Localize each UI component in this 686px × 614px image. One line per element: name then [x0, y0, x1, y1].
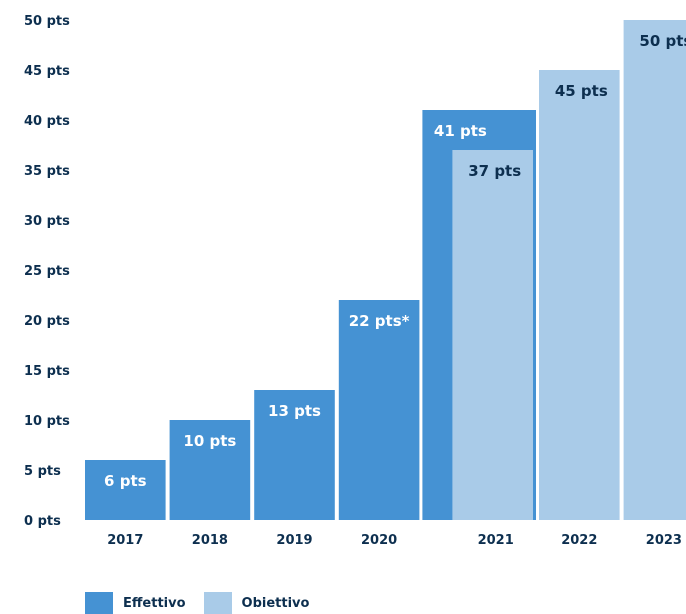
bar-effettivo-2020 — [338, 300, 420, 520]
y-tick-label: 25 pts — [24, 264, 70, 279]
bar-effettivo-2019 — [254, 390, 335, 520]
legend-label-obiettivo: Obiettivo — [241, 595, 310, 611]
bar-obiettivo-2023 — [623, 20, 686, 520]
legend-item-obiettivo: Obiettivo — [203, 592, 310, 614]
y-tick-label: 45 pts — [24, 64, 70, 79]
bar-obiettivo-2022 — [539, 70, 620, 520]
y-tick-label: 35 pts — [24, 164, 70, 179]
bar-obiettivo-2021 — [452, 150, 533, 520]
y-tick-label: 0 pts — [24, 514, 61, 529]
x-category-label: 2020 — [361, 533, 397, 548]
y-tick-label: 20 pts — [24, 314, 70, 329]
legend-swatch-effettivo — [85, 592, 113, 614]
x-category-label: 2019 — [276, 533, 312, 548]
y-tick-label: 50 pts — [24, 14, 70, 29]
legend-item-effettivo: Effettivo — [85, 592, 186, 614]
bar-effettivo-2018 — [169, 420, 251, 520]
bar-label-effettivo-2020: 22 pts* — [349, 312, 410, 330]
y-tick-label: 15 pts — [24, 364, 70, 379]
bar-label-effettivo-2017: 6 pts — [104, 472, 147, 490]
y-tick-label: 10 pts — [24, 414, 70, 429]
legend-swatch-obiettivo — [203, 592, 232, 614]
legend: Effettivo Obiettivo — [85, 592, 327, 614]
bar-label-effettivo-2018: 10 pts — [183, 432, 236, 450]
bar-effettivo-2017 — [85, 460, 166, 520]
x-category-label: 2017 — [107, 533, 143, 548]
x-category-label: 2021 — [478, 533, 514, 548]
y-tick-label: 30 pts — [24, 214, 70, 229]
x-category-label: 2018 — [192, 533, 228, 548]
legend-label-effettivo: Effettivo — [123, 595, 186, 611]
y-tick-label: 5 pts — [24, 464, 61, 479]
bar-label-obiettivo-2021: 37 pts — [468, 162, 521, 180]
x-category-label: 2023 — [646, 533, 682, 548]
y-tick-label: 40 pts — [24, 114, 70, 129]
bar-label-obiettivo-2022: 45 pts — [555, 82, 608, 100]
bar-label-obiettivo-2023: 50 pts — [639, 32, 686, 50]
bar-label-effettivo-2021: 41 pts — [434, 122, 487, 140]
bar-label-effettivo-2019: 13 pts — [268, 402, 321, 420]
x-category-label: 2022 — [561, 533, 597, 548]
